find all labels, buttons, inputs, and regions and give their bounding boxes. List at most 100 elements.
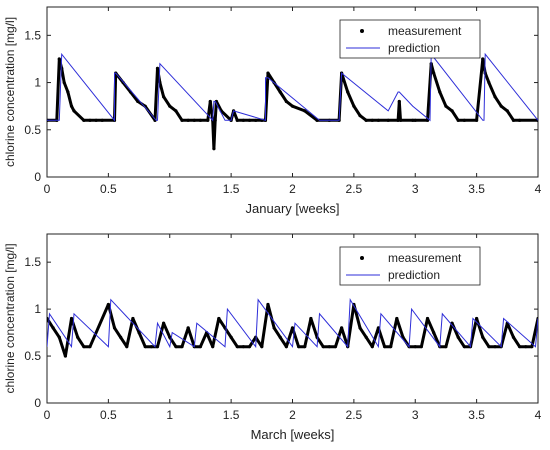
measurement-point bbox=[456, 118, 460, 122]
series-prediction-line bbox=[47, 298, 538, 349]
y-tick-label: 1.5 bbox=[24, 28, 41, 42]
measurement-point bbox=[66, 90, 70, 94]
measurement-point bbox=[481, 335, 485, 339]
measurement-point bbox=[438, 90, 442, 94]
x-tick-label: 3 bbox=[412, 182, 419, 196]
measurement-point bbox=[143, 345, 147, 349]
measurement-point bbox=[198, 345, 203, 349]
measurement-point bbox=[272, 326, 276, 330]
x-tick-label: 0.5 bbox=[100, 408, 117, 422]
x-tick-label: 3.5 bbox=[468, 408, 485, 422]
measurement-point bbox=[186, 326, 190, 330]
measurement-point bbox=[462, 118, 466, 122]
measurement-point bbox=[247, 345, 252, 349]
measurement-point bbox=[396, 118, 400, 122]
x-tick-label: 1 bbox=[166, 182, 173, 196]
measurement-point bbox=[346, 90, 350, 94]
measurement-point bbox=[284, 99, 288, 104]
measurement-point bbox=[411, 118, 415, 122]
measurement-point bbox=[162, 95, 166, 99]
measurement-point bbox=[278, 90, 282, 94]
measurement-point bbox=[51, 326, 55, 330]
y-axis-label: chlorine concentration [mg/l] bbox=[3, 17, 17, 167]
measurement-point bbox=[131, 316, 135, 321]
measurement-point bbox=[112, 326, 117, 330]
measurement-point bbox=[57, 335, 61, 339]
legend-box bbox=[339, 19, 481, 59]
x-tick-label: 1.5 bbox=[223, 182, 240, 196]
measurement-point bbox=[217, 316, 221, 321]
measurement-point bbox=[62, 80, 66, 85]
measurement-point bbox=[180, 345, 184, 349]
measurement-point bbox=[168, 335, 172, 339]
measurement-point bbox=[352, 104, 356, 108]
measurement-point bbox=[192, 118, 196, 122]
measurement-point bbox=[413, 345, 417, 349]
y-tick-label: 0.5 bbox=[24, 349, 41, 363]
measurement-point bbox=[370, 345, 374, 349]
measurement-point bbox=[450, 109, 454, 113]
x-tick-label: 2.5 bbox=[346, 408, 363, 422]
x-tick-label: 0.5 bbox=[100, 182, 117, 196]
measurement-point bbox=[60, 66, 64, 70]
measurement-point bbox=[229, 335, 233, 339]
measurement-point bbox=[235, 118, 239, 122]
measurement-point bbox=[432, 71, 436, 75]
measurement-point bbox=[211, 345, 215, 349]
measurement-point bbox=[340, 326, 344, 330]
measurement-point bbox=[208, 99, 212, 104]
measurement-point bbox=[82, 345, 86, 349]
chart-panel-2: 0 0.5 1 1.5 2 2.5 3 3.5 4 0 0.5 1 1.5 March [weeks] ch… bbox=[3, 233, 542, 442]
measurement-point bbox=[260, 345, 264, 349]
measurement-point bbox=[419, 345, 423, 349]
measurement-point bbox=[162, 321, 166, 325]
legend-measurement-label: measurement bbox=[388, 24, 462, 38]
y-tick-label: 1 bbox=[34, 302, 41, 316]
measurement-point bbox=[186, 118, 190, 122]
legend-measurement-label: measurement bbox=[388, 251, 462, 265]
x-tick-label: 4 bbox=[535, 182, 542, 196]
x-tick-label: 3.5 bbox=[468, 182, 485, 196]
measurement-point bbox=[358, 114, 362, 118]
measurement-point bbox=[481, 57, 485, 61]
measurement-point bbox=[213, 118, 217, 122]
measurement-point bbox=[517, 118, 522, 122]
measurement-point bbox=[149, 345, 153, 349]
x-tick-label: 0 bbox=[44, 182, 51, 196]
legend-measurement-marker bbox=[360, 256, 364, 260]
measurement-point bbox=[511, 335, 516, 339]
measurement-point bbox=[278, 335, 282, 339]
x-tick-label: 2.5 bbox=[346, 182, 363, 196]
measurement-point bbox=[106, 302, 110, 307]
x-tick-label: 0 bbox=[44, 408, 51, 422]
measurement-point bbox=[180, 118, 184, 122]
legend-measurement-marker bbox=[360, 29, 364, 33]
measurement-point bbox=[137, 330, 141, 335]
measurement-point bbox=[530, 345, 534, 349]
measurement-point bbox=[398, 118, 403, 122]
measurement-point bbox=[475, 316, 479, 321]
measurement-point bbox=[82, 118, 86, 122]
legend-prediction-label: prediction bbox=[388, 268, 440, 282]
measurement-point bbox=[397, 99, 401, 104]
measurement-point bbox=[376, 326, 381, 330]
measurement-point bbox=[505, 109, 509, 113]
measurement-point bbox=[88, 118, 92, 122]
y-tick-label: 0 bbox=[34, 170, 41, 184]
measurement-point bbox=[212, 147, 216, 151]
measurement-point bbox=[524, 345, 528, 349]
measurement-point bbox=[333, 345, 338, 349]
measurement-point bbox=[389, 345, 393, 349]
x-axis-label: March [weeks] bbox=[251, 427, 335, 442]
measurement-point bbox=[72, 109, 76, 113]
measurement-point bbox=[290, 104, 295, 108]
measurement-point bbox=[266, 302, 270, 307]
measurement-point bbox=[100, 118, 104, 122]
measurement-point bbox=[254, 118, 258, 122]
measurement-point bbox=[155, 66, 160, 70]
measurement-point bbox=[456, 335, 460, 339]
measurement-point bbox=[241, 345, 245, 349]
measurement-point bbox=[168, 104, 172, 108]
measurement-point bbox=[125, 345, 129, 349]
